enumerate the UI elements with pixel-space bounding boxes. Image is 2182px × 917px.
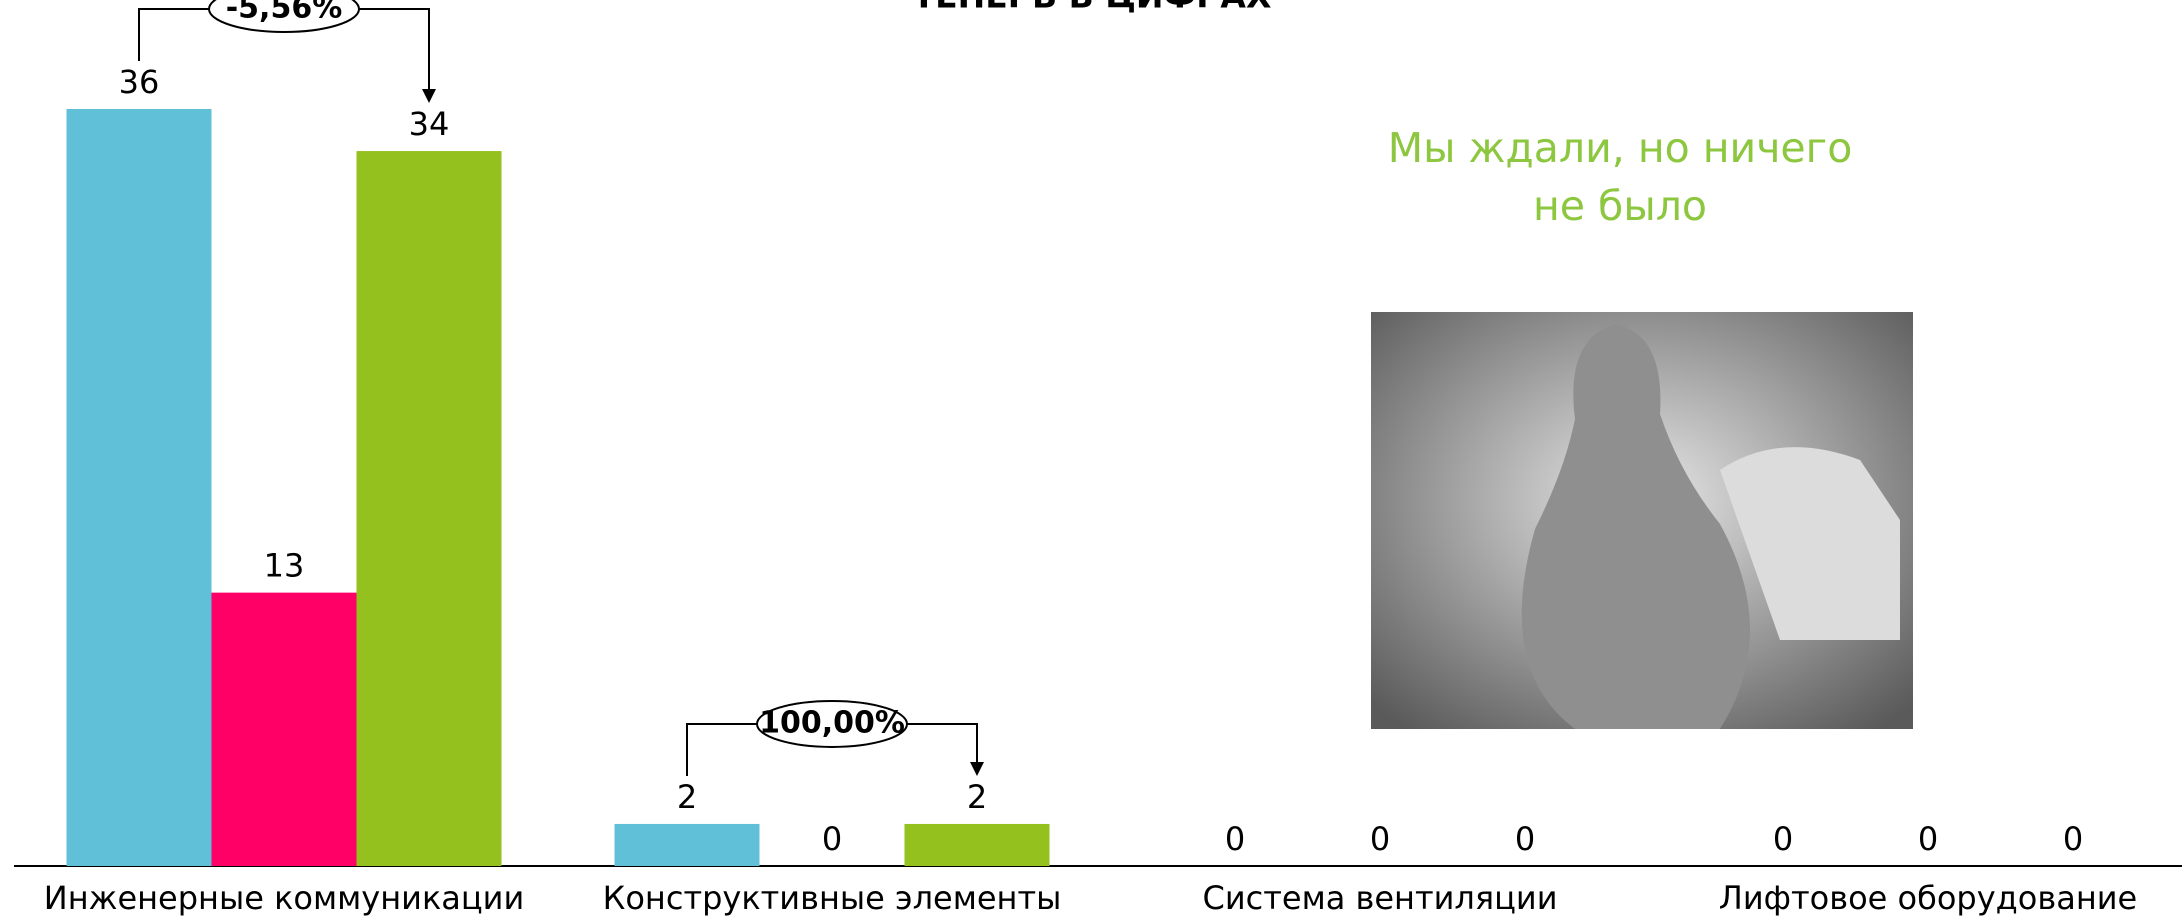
annotation-arrow xyxy=(422,89,436,104)
bar xyxy=(904,823,1050,866)
annotation-label: -5,56% xyxy=(226,0,343,26)
bar xyxy=(356,151,502,867)
annotation-ellipse xyxy=(756,699,908,748)
note-text: не было xyxy=(1533,182,1707,230)
bar xyxy=(66,109,212,866)
photo-figure xyxy=(1521,324,1750,729)
value-label: 0 xyxy=(1225,820,1245,858)
value-label: 0 xyxy=(2063,820,2083,858)
bar xyxy=(614,823,760,866)
value-label: 0 xyxy=(1370,820,1390,858)
value-label: 0 xyxy=(1515,820,1535,858)
annotation-ellipse xyxy=(208,0,360,33)
value-label: 0 xyxy=(822,820,842,858)
x-tick-label: Система вентиляции xyxy=(1203,879,1558,917)
chart-title: ТЕПЕРЬ В ЦИФРАХ xyxy=(913,0,1272,16)
note-text: Мы ждали, но ничего xyxy=(1388,124,1853,172)
value-label: 13 xyxy=(264,547,305,585)
value-label: 0 xyxy=(1918,820,1938,858)
annotation-arrow xyxy=(970,761,984,776)
value-label: 2 xyxy=(677,778,697,816)
value-label: 36 xyxy=(119,63,160,101)
bar xyxy=(211,592,357,866)
annotation-label: 100,00% xyxy=(759,705,905,740)
x-tick-label: Инженерные коммуникации xyxy=(44,879,525,917)
photo-chair xyxy=(1720,447,1900,640)
value-label: 34 xyxy=(409,105,450,143)
value-label: 2 xyxy=(967,778,987,816)
x-tick-label: Конструктивные элементы xyxy=(603,879,1062,917)
value-label: 0 xyxy=(1773,820,1793,858)
photo xyxy=(1371,312,1913,729)
x-tick-label: Лифтовое оборудование xyxy=(1719,879,2137,917)
